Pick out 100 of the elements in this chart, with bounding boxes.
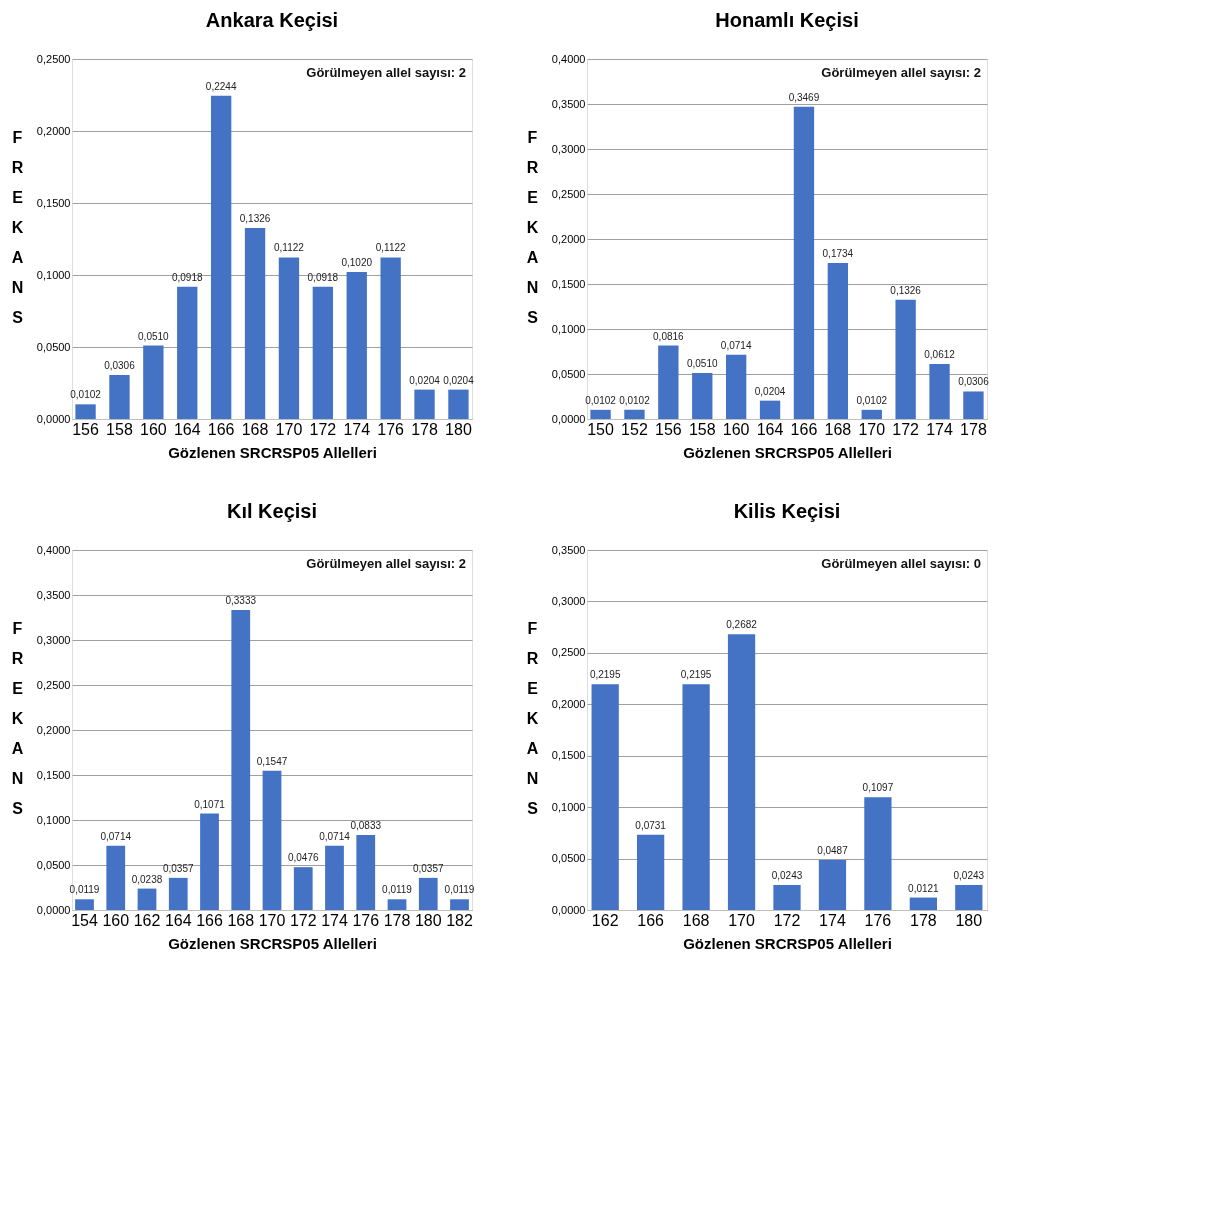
bar	[682, 684, 710, 910]
bar	[346, 272, 367, 419]
data-label: 0,1122	[375, 242, 406, 254]
bar	[75, 899, 94, 910]
x-tick-label: 174	[321, 911, 348, 929]
x-tick-label: 182	[446, 911, 473, 929]
x-tick-label: 174	[926, 420, 953, 438]
y-tick-label: 0,2000	[36, 124, 71, 137]
bar	[448, 389, 469, 419]
y-tick-label: 0,2500	[551, 646, 586, 659]
x-tick-label: 176	[377, 420, 405, 438]
x-tick-label: 160	[102, 911, 130, 929]
chart-title: Honamlı Keçisi	[715, 9, 859, 31]
x-tick-label: 150	[587, 420, 614, 438]
data-label: 0,1326	[890, 284, 922, 296]
y-tick-label: 0,0000	[551, 412, 586, 425]
data-label: 0,0119	[382, 884, 413, 896]
y-tick-label: 0,1500	[551, 277, 586, 290]
y-tick-label: 0,2000	[551, 232, 586, 245]
bar	[624, 409, 645, 419]
data-label: 0,0357	[162, 862, 194, 874]
x-tick-label: 160	[140, 420, 167, 438]
bar	[692, 373, 713, 419]
x-tick-label: 166	[207, 420, 235, 438]
x-tick-label: 156	[655, 420, 682, 438]
chart-title: Ankara Keçisi	[205, 9, 339, 31]
data-label: 0,0918	[307, 271, 339, 283]
bar	[106, 845, 126, 910]
x-tick-label: 164	[164, 911, 192, 929]
bar	[278, 257, 300, 419]
y-tick-label: 0,1000	[36, 268, 71, 281]
bar	[200, 813, 219, 910]
bar	[637, 834, 665, 910]
x-tick-label: 170	[275, 420, 303, 438]
data-label: 0,2244	[205, 80, 237, 92]
x-tick-label: 178	[411, 420, 438, 438]
data-label: 0,0357	[412, 862, 444, 874]
data-label: 0,1547	[256, 755, 288, 767]
y-tick-label: 0,1500	[36, 768, 71, 781]
x-tick-label: 176	[352, 911, 380, 929]
x-axis-title: Gözlenen SRCRSP05 Allelleri	[168, 934, 377, 952]
bar	[725, 354, 747, 419]
x-tick-label: 166	[196, 911, 223, 929]
y-axis-title: FREKANS	[526, 128, 539, 326]
bar	[895, 299, 916, 419]
y-tick-label: 0,0500	[36, 858, 71, 871]
x-tick-label: 180	[414, 911, 442, 929]
x-tick-label: 172	[289, 911, 317, 929]
x-axis-title: Gözlenen SRCRSP05 Allelleri	[683, 934, 892, 952]
bar	[414, 389, 435, 419]
bar	[818, 859, 847, 910]
x-tick-label: 172	[773, 911, 801, 929]
data-label: 0,0204	[443, 374, 475, 386]
x-tick-label: 158	[106, 420, 133, 438]
y-tick-label: 0,1000	[551, 322, 586, 335]
x-tick-label: 160	[722, 420, 750, 438]
data-label: 0,0714	[720, 339, 752, 351]
y-axis-title: FREKANS	[526, 619, 539, 817]
data-label: 0,0714	[100, 830, 132, 842]
bar	[864, 797, 892, 910]
x-tick-label: 178	[910, 911, 937, 929]
data-label: 0,1071	[194, 798, 226, 810]
annotation: Görülmeyen allel sayısı: 2	[306, 556, 466, 571]
data-label: 0,2195	[680, 669, 712, 681]
y-tick-label: 0,3000	[551, 594, 586, 607]
data-label: 0,0119	[69, 884, 100, 896]
x-tick-label: 180	[445, 420, 472, 438]
y-tick-label: 0,3500	[36, 588, 71, 601]
bar	[773, 885, 801, 910]
data-label: 0,0306	[104, 359, 136, 371]
data-label: 0,0306	[958, 376, 990, 388]
x-tick-label: 152	[621, 420, 648, 438]
bar	[312, 286, 334, 419]
x-tick-label: 156	[72, 420, 99, 438]
x-tick-label: 178	[960, 420, 987, 438]
annotation: Görülmeyen allel sayısı: 2	[821, 65, 981, 80]
y-axis-title: FREKANS	[11, 128, 24, 326]
data-label: 0,1097	[862, 782, 894, 794]
chart-title: Kilis Keçisi	[733, 500, 841, 522]
y-tick-label: 0,3000	[36, 633, 71, 646]
data-label: 0,3469	[788, 91, 820, 103]
y-axis-title: FREKANS	[11, 619, 24, 817]
y-tick-label: 0,3500	[551, 543, 586, 556]
bar	[963, 391, 984, 419]
data-label: 0,0476	[287, 852, 319, 864]
y-tick-label: 0,0500	[36, 340, 71, 353]
bar	[244, 228, 266, 419]
x-tick-label: 168	[241, 420, 269, 438]
y-tick-label: 0,2500	[551, 187, 586, 200]
x-tick-label: 174	[819, 911, 846, 929]
y-tick-label: 0,1000	[551, 800, 586, 813]
x-tick-label: 164	[173, 420, 201, 438]
data-label: 0,0487	[817, 844, 849, 856]
annotation: Görülmeyen allel sayısı: 0	[821, 556, 981, 571]
bar	[168, 877, 188, 910]
bar	[109, 374, 130, 419]
x-tick-label: 158	[688, 420, 716, 438]
bar	[177, 286, 198, 419]
bar	[387, 899, 407, 910]
data-label: 0,0918	[171, 271, 203, 283]
